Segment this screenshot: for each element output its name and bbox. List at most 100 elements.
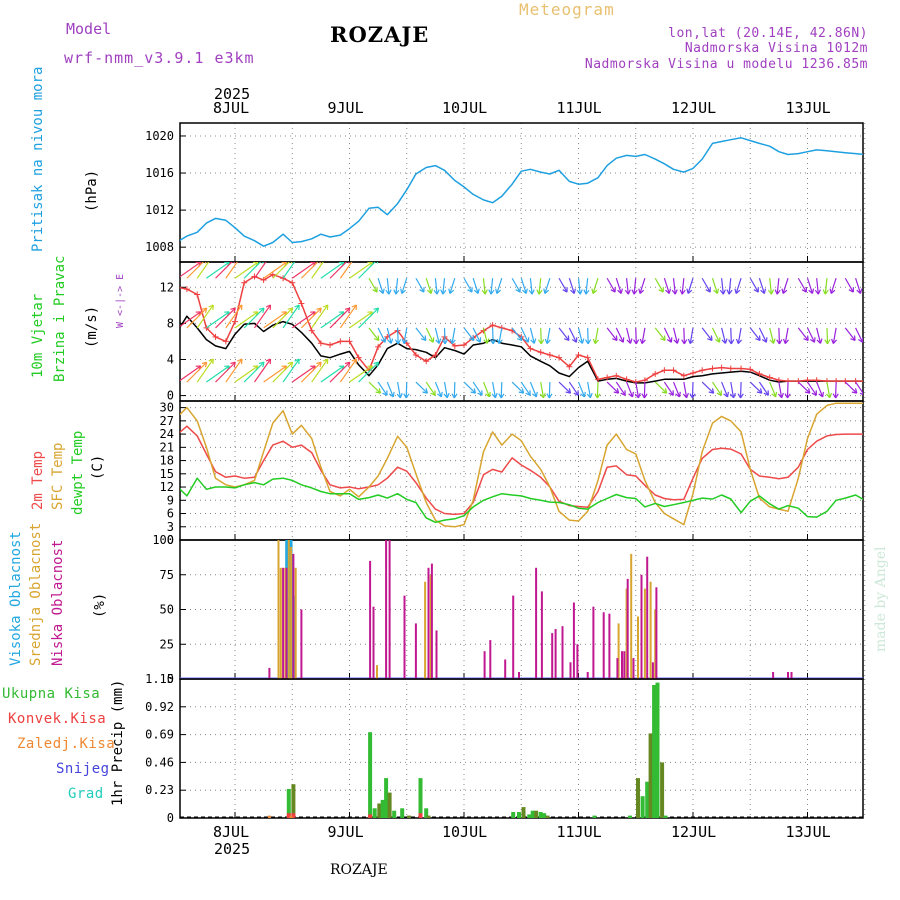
wind-vector-2-54 (691, 382, 694, 399)
bottom-year: 2025 (214, 840, 251, 858)
bar-clouds-low-0 (268, 667, 271, 679)
wind-vector-1-9 (263, 311, 287, 329)
bar-clouds-low-38 (651, 662, 654, 679)
wind-arrowhead-0-70 (848, 287, 854, 293)
wind-vector-1-23 (396, 327, 399, 344)
ytick-label-precip-4: 0.92 (145, 700, 174, 714)
bar-clouds-low-31 (616, 658, 619, 679)
wind-vector-2-24 (405, 382, 408, 399)
wind-vector-2-1 (186, 361, 208, 383)
wind-vector-0-19 (358, 262, 376, 279)
wind-vector-2-7 (243, 361, 265, 383)
wind-arrowhead-1-46 (618, 337, 625, 343)
wind-vector-1-55 (701, 327, 713, 341)
wind-arrowhead-2-20 (375, 388, 382, 394)
legend-conv-rain: Konvek.Kisa (8, 711, 107, 727)
bar-precip-total-21 (542, 813, 547, 818)
gust-marker-50 (652, 370, 659, 377)
wind-vector-0-3 (206, 262, 230, 279)
bar-clouds-low-37 (646, 556, 649, 679)
bar-precip-conv-0 (286, 813, 291, 818)
wind-arrowhead-2-32 (485, 391, 491, 398)
wind-vector-1-22 (386, 327, 392, 344)
bar-precip-total-20 (538, 812, 543, 818)
wind-vector-0-30 (463, 277, 473, 293)
gust-marker-55 (699, 367, 706, 374)
wind-vector-1-63 (778, 327, 781, 344)
wind-arrowhead-0-17 (352, 255, 357, 260)
wind-vector-0-43 (585, 278, 589, 295)
ytick-label-temperature-2: 6 (167, 507, 174, 521)
bar-clouds-low-12 (430, 563, 433, 679)
wind-vector-1-38 (540, 327, 542, 344)
wind-arrowhead-0-55 (705, 287, 711, 293)
wind-vector-1-48 (635, 327, 637, 344)
wind-arrowhead-0-71 (856, 288, 863, 294)
wind-vector-0-21 (377, 278, 384, 294)
ytick-label-clouds-3: 75 (160, 568, 174, 582)
wind-vector-1-28 (443, 327, 446, 344)
wind-vector-1-46 (615, 327, 624, 343)
wind-vector-0-37 (529, 278, 533, 295)
wind-arrowhead-0-57 (719, 289, 726, 295)
wind-vector-0-49 (639, 278, 646, 294)
wind-arrowhead-2-57 (723, 391, 729, 398)
wind-vector-2-28 (443, 381, 448, 398)
wind-vector-2-52 (672, 381, 681, 398)
wind-vector-2-18 (349, 365, 373, 383)
bar-precip-total-5 (380, 799, 385, 818)
wind-arrowhead-2-10 (287, 361, 294, 368)
wind-vector-0-70 (844, 277, 854, 293)
wind-vector-2-15 (320, 365, 345, 383)
wind-vector-1-62 (769, 327, 775, 344)
bar-clouds-low-35 (632, 658, 635, 679)
gust-marker-65 (795, 378, 802, 385)
wind-arrowhead-2-58 (729, 392, 736, 399)
wind-vector-0-13 (300, 262, 319, 279)
wind-arrowhead-0-31 (473, 288, 480, 294)
wind-vector-2-60 (749, 381, 763, 394)
wind-vector-0-51 (663, 278, 670, 294)
gust-marker-60 (747, 366, 754, 373)
wind-arrowhead-0-60 (753, 287, 759, 293)
gust-marker-14 (308, 327, 315, 334)
wind-vector-1-53 (683, 327, 685, 344)
wind-vector-2-33 (492, 381, 496, 398)
wind-vector-2-22 (386, 381, 394, 398)
wind-arrowhead-2-26 (430, 390, 436, 396)
wind-arrowhead-0-33 (488, 289, 495, 295)
bar-precip-total-7 (387, 792, 392, 818)
wind-vector-1-40 (558, 327, 570, 341)
wind-vector-1-21 (377, 327, 386, 343)
wind-vector-2-11 (282, 358, 300, 383)
wind-vector-2-21 (377, 381, 388, 396)
wind-vector-2-26 (425, 381, 436, 396)
wind-vector-0-16 (329, 262, 348, 279)
gust-marker-27 (432, 351, 439, 358)
wind-arrowhead-1-63 (776, 339, 783, 345)
bar-clouds-low-24 (569, 662, 572, 679)
bar-clouds-mid-6 (376, 665, 378, 679)
wind-arrowhead-1-71 (858, 337, 863, 343)
gust-marker-10 (269, 271, 276, 278)
ytick-label-wind-2: 8 (167, 316, 174, 330)
wind-arrowhead-1-72 (865, 339, 870, 344)
wind-vector-1-0 (180, 311, 202, 328)
gust-marker-19 (355, 354, 362, 361)
wind-arrowhead-2-65 (804, 388, 811, 394)
legend-snow: Snijeg (56, 761, 110, 777)
wind-vector-1-16 (329, 307, 351, 329)
wind-arrowhead-2-31 (477, 390, 483, 396)
wind-arrowhead-0-41 (570, 288, 576, 294)
wind-arrowhead-0-72 (862, 290, 863, 291)
wind-arrowhead-2-56 (716, 390, 722, 396)
wind-arrowhead-2-72 (867, 392, 872, 397)
wind-vector-1-61 (758, 327, 767, 343)
wind-arrowhead-1-37 (530, 338, 537, 344)
wind-vector-1-2 (196, 304, 214, 329)
wind-arrowhead-0-45 (610, 287, 616, 293)
bar-clouds-low-6 (372, 606, 375, 679)
wind-arrowhead-0-42 (576, 289, 583, 295)
ytick-label-temperature-0: 0 (167, 533, 174, 547)
wind-vector-0-48 (633, 278, 637, 295)
